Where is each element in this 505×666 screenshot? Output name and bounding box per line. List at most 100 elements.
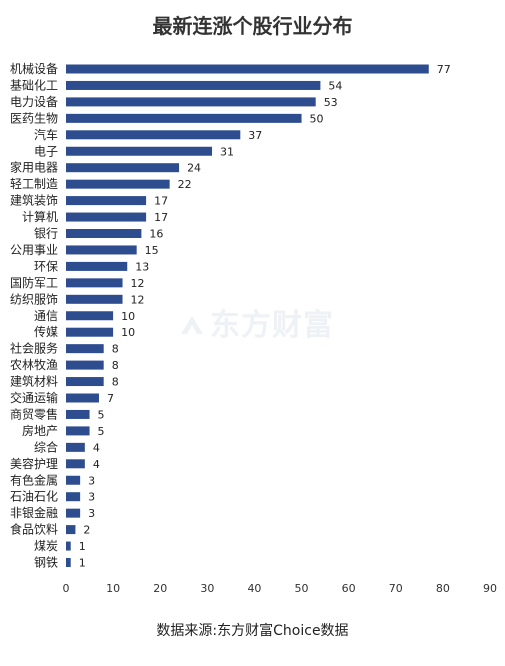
category-label: 非银金融 <box>10 505 58 520</box>
value-label: 1 <box>79 540 86 553</box>
category-label: 农林牧渔 <box>10 358 58 372</box>
value-label: 4 <box>93 441 100 454</box>
category-label: 社会服务 <box>10 341 58 356</box>
value-label: 2 <box>83 524 90 537</box>
x-tick-label: 50 <box>295 582 309 595</box>
bar-传媒 <box>66 327 114 337</box>
watermark-text: 东方财富 <box>210 308 334 343</box>
chart-title: 最新连涨个股行业分布 <box>152 14 353 38</box>
bar-煤炭 <box>66 541 71 551</box>
x-tick-label: 70 <box>389 582 403 595</box>
value-label: 8 <box>112 343 119 356</box>
category-label: 商贸零售 <box>10 406 58 421</box>
bar-石油石化 <box>66 492 81 502</box>
bar-家用电器 <box>66 163 180 173</box>
category-label: 银行 <box>34 227 58 241</box>
x-tick-labels-group: 0 10 20 30 40 50 60 70 80 90 <box>63 582 498 595</box>
bars-group <box>66 64 429 567</box>
value-label: 54 <box>328 79 342 92</box>
bar-轻工制造 <box>66 179 170 189</box>
value-label: 8 <box>112 359 119 372</box>
category-label: 纺织服饰 <box>10 292 58 306</box>
bar-综合 <box>66 442 85 452</box>
bar-计算机 <box>66 212 147 222</box>
category-label: 环保 <box>34 259 58 273</box>
category-label: 房地产 <box>22 423 58 438</box>
data-source: 数据来源:东方财富Choice数据 <box>156 623 349 639</box>
value-label: 77 <box>437 63 451 76</box>
category-label: 机械设备 <box>10 61 58 76</box>
bar-交通运输 <box>66 393 99 403</box>
value-label: 5 <box>98 425 105 438</box>
category-label: 基础化工 <box>10 78 58 92</box>
bar-环保 <box>66 261 128 271</box>
value-label: 50 <box>310 112 324 125</box>
category-label: 钢铁 <box>34 556 58 570</box>
bar-食品饮料 <box>66 525 76 535</box>
category-label: 综合 <box>34 439 58 454</box>
value-label: 3 <box>88 474 95 487</box>
category-label: 电力设备 <box>10 95 58 109</box>
bar-房地产 <box>66 426 90 436</box>
bar-建筑材料 <box>66 377 104 387</box>
bar-机械设备 <box>66 64 429 74</box>
bar-钢铁 <box>66 558 71 567</box>
x-tick-label: 30 <box>200 582 214 595</box>
bar-医药生物 <box>66 113 302 123</box>
x-tick-label: 40 <box>247 582 261 595</box>
category-label: 有色金属 <box>10 472 58 487</box>
bar-社会服务 <box>66 344 104 354</box>
bar-纺织服饰 <box>66 294 123 304</box>
x-tick-label: 20 <box>153 582 167 595</box>
category-label: 轻工制造 <box>10 177 58 191</box>
bar-汽车 <box>66 130 241 140</box>
value-label: 8 <box>112 376 119 389</box>
category-label: 石油石化 <box>10 490 58 504</box>
eastmoney-logo-icon <box>181 316 203 334</box>
category-label: 建筑装饰 <box>10 193 58 208</box>
value-label: 31 <box>220 145 234 158</box>
value-label: 5 <box>98 408 105 421</box>
bar-电力设备 <box>66 97 316 107</box>
category-label: 通信 <box>34 309 58 323</box>
category-label: 传媒 <box>34 324 58 339</box>
bar-chart: 机械设备基础化工电力设备医药生物汽车电子家用电器轻工制造建筑装饰计算机银行公用事… <box>10 61 498 595</box>
value-labels-group: 7754535037312422171716151312121010888755… <box>79 63 451 570</box>
category-label: 家用电器 <box>10 160 58 175</box>
value-label: 7 <box>107 392 114 405</box>
value-label: 37 <box>248 129 262 142</box>
value-label: 24 <box>187 162 201 175</box>
bar-有色金属 <box>66 475 81 485</box>
category-label: 美容护理 <box>10 456 58 471</box>
category-label: 交通运输 <box>10 390 58 405</box>
x-tick-label: 90 <box>483 582 497 595</box>
x-tick-label: 0 <box>63 582 70 595</box>
bar-国防军工 <box>66 278 123 288</box>
x-tick-label: 60 <box>342 582 356 595</box>
category-label: 国防军工 <box>10 275 58 290</box>
value-label: 3 <box>88 491 95 504</box>
bar-农林牧渔 <box>66 360 104 370</box>
bar-建筑装饰 <box>66 196 147 206</box>
bar-美容护理 <box>66 459 85 469</box>
bar-银行 <box>66 229 142 238</box>
bar-电子 <box>66 146 213 156</box>
value-label: 13 <box>135 260 149 273</box>
value-label: 10 <box>121 310 135 323</box>
value-label: 17 <box>154 211 168 224</box>
value-label: 15 <box>145 244 159 257</box>
category-label: 医药生物 <box>10 111 58 125</box>
category-label: 公用事业 <box>10 243 58 257</box>
value-label: 22 <box>178 178 192 191</box>
category-label: 食品饮料 <box>10 522 58 537</box>
bar-公用事业 <box>66 245 137 255</box>
category-labels-group: 机械设备基础化工电力设备医药生物汽车电子家用电器轻工制造建筑装饰计算机银行公用事… <box>10 61 58 570</box>
value-label: 3 <box>88 507 95 520</box>
value-label: 12 <box>131 293 145 306</box>
category-label: 计算机 <box>22 209 58 224</box>
bar-非银金融 <box>66 508 81 518</box>
value-label: 10 <box>121 326 135 339</box>
watermark: 东方财富 <box>178 300 334 344</box>
category-label: 建筑材料 <box>10 374 58 389</box>
value-label: 4 <box>93 458 100 471</box>
